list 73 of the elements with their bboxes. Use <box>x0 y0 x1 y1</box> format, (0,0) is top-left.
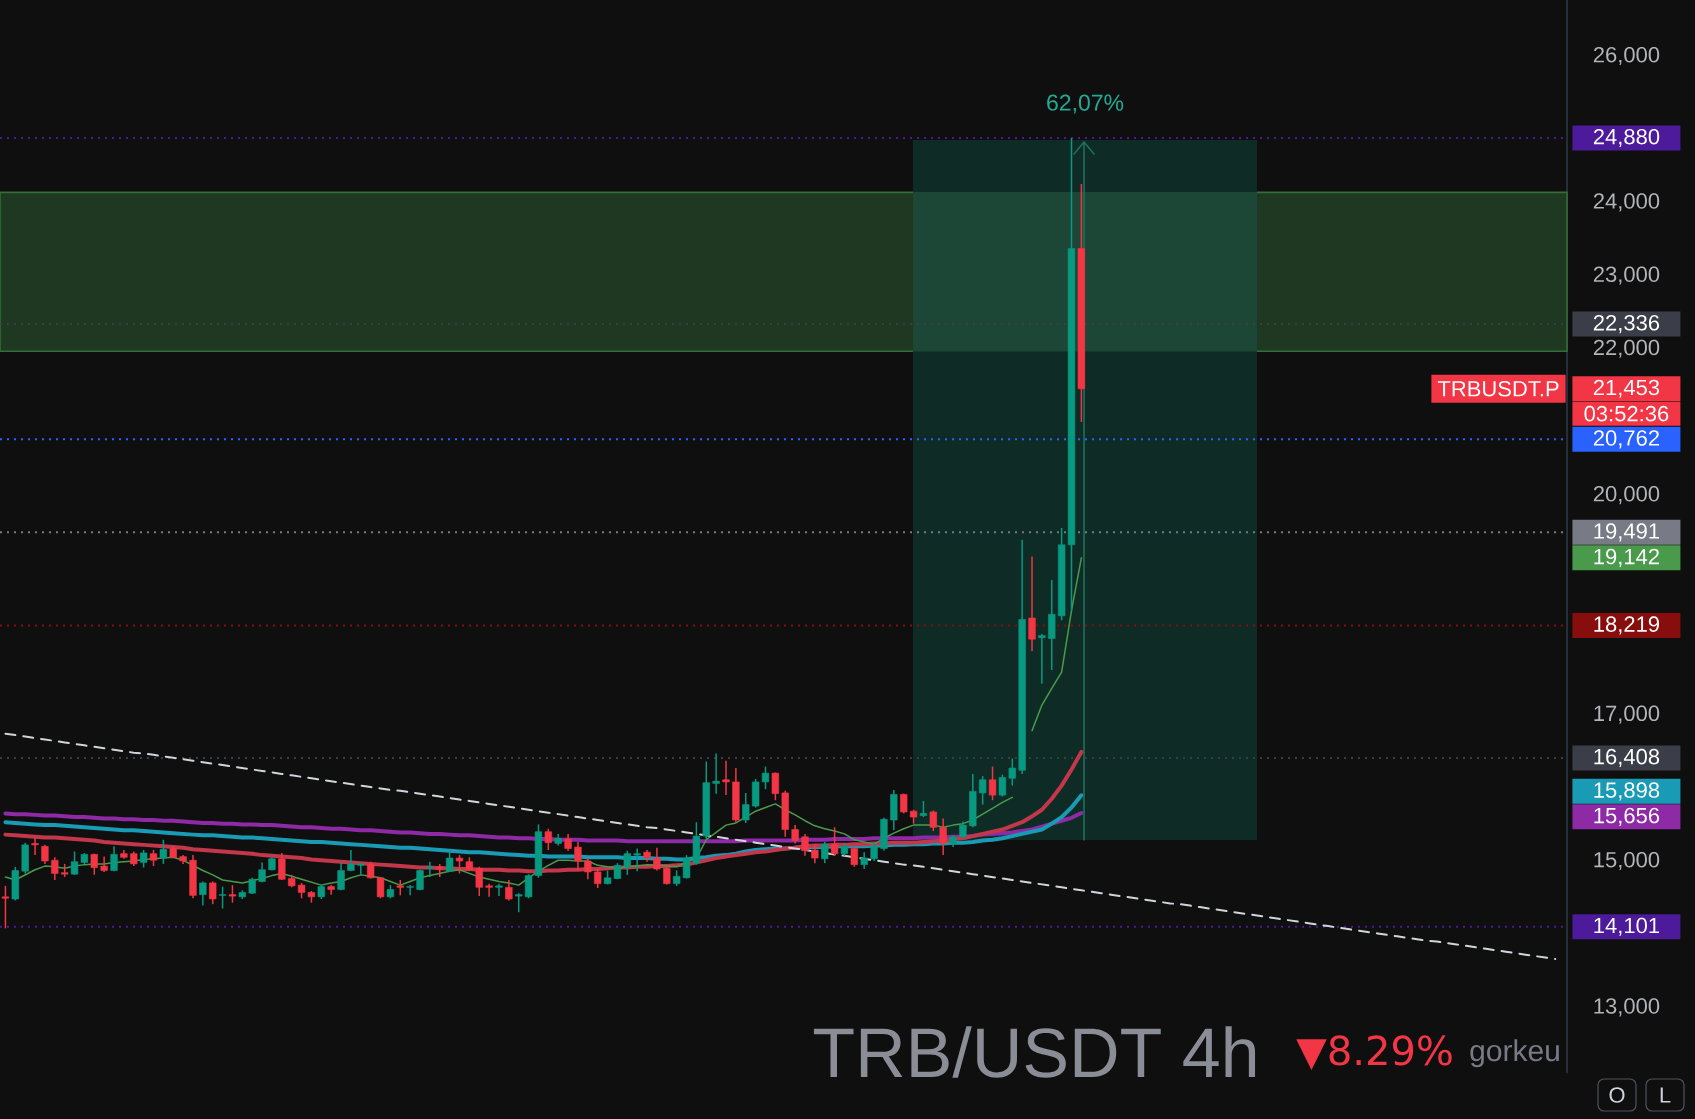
annotation: gorkeu <box>1470 1039 1559 1068</box>
candlestick <box>633 847 641 872</box>
y-tick-label: 22,000 <box>1593 339 1660 358</box>
candlestick <box>979 775 987 806</box>
candlestick <box>988 765 997 801</box>
annotation: 62,07% <box>1047 94 1124 114</box>
candlestick <box>159 839 168 865</box>
candlestick <box>337 861 345 891</box>
candlestick <box>870 841 878 862</box>
candlestick <box>712 752 720 795</box>
candlestick <box>436 863 444 878</box>
candlestick <box>850 846 858 868</box>
y-tick-label: 24,880 <box>1593 128 1660 148</box>
y-tick-label: 15,000 <box>1594 851 1660 871</box>
candlestick <box>31 836 39 856</box>
candlestick <box>41 844 49 865</box>
y-tick-label: 16,408 <box>1594 748 1660 768</box>
y-tick-label: 14,101 <box>1594 917 1659 936</box>
annotation: TRBUSDT.P <box>1437 380 1559 397</box>
y-tick-label: 26,000 <box>1593 46 1660 66</box>
candlestick <box>811 843 819 864</box>
candlestick <box>199 880 207 907</box>
candlestick <box>791 824 799 845</box>
y-tick-label: 19,491 <box>1594 523 1659 542</box>
text: L <box>1660 1087 1671 1103</box>
annotation: ▼8.29% <box>1296 1035 1452 1070</box>
candlestick <box>515 892 523 913</box>
y-tick-label: 23,000 <box>1593 266 1660 285</box>
y-tick-label: 20,762 <box>1593 430 1659 449</box>
text: TRB/USDT 4h <box>813 1026 1256 1078</box>
candlestick <box>218 885 227 910</box>
y-tick-label: 13,000 <box>1594 998 1660 1017</box>
candlestick <box>584 857 592 881</box>
y-tick-label: 15,656 <box>1594 807 1660 826</box>
y-tick-label: 15,898 <box>1594 782 1660 801</box>
candlestick <box>475 866 483 897</box>
candlestick <box>406 884 414 897</box>
candlestick <box>722 759 730 796</box>
y-tick-label: 18,219 <box>1594 616 1660 635</box>
y-tick-label: 20,000 <box>1593 486 1660 505</box>
y-tick-label: 21,453 <box>1593 379 1660 398</box>
candlestick <box>445 850 454 873</box>
candlestick <box>1028 555 1036 652</box>
candlestick <box>821 841 829 864</box>
candlestick <box>495 882 503 897</box>
candlestick <box>209 880 217 905</box>
candlestick <box>939 817 947 856</box>
candlestick <box>426 860 434 878</box>
text: O <box>1609 1087 1625 1103</box>
candlestick <box>376 876 385 900</box>
candlestick <box>544 828 552 851</box>
text: 03:52:36 <box>1584 405 1669 422</box>
candlestick <box>1038 633 1046 685</box>
y-tick-label: 24,000 <box>1593 193 1660 212</box>
candlestick <box>742 792 750 824</box>
y-tick-label: 22,336 <box>1593 315 1660 334</box>
candlestick <box>110 845 118 872</box>
candlestick <box>929 809 937 832</box>
candlestick <box>1 885 10 930</box>
candlestick <box>278 852 286 881</box>
candlestick <box>357 862 365 876</box>
y-tick-label: 17,000 <box>1594 705 1660 724</box>
candlestick <box>830 826 839 857</box>
candlestick <box>801 833 809 857</box>
candlestick <box>594 867 602 889</box>
y-tick-label: 19,142 <box>1594 548 1659 567</box>
candlestick <box>998 773 1007 798</box>
candlestick <box>771 771 780 801</box>
candlestick <box>485 882 493 898</box>
candlestick <box>51 856 59 881</box>
candlestick <box>1008 757 1016 787</box>
candlestick <box>623 849 631 876</box>
candlestick <box>574 841 582 872</box>
